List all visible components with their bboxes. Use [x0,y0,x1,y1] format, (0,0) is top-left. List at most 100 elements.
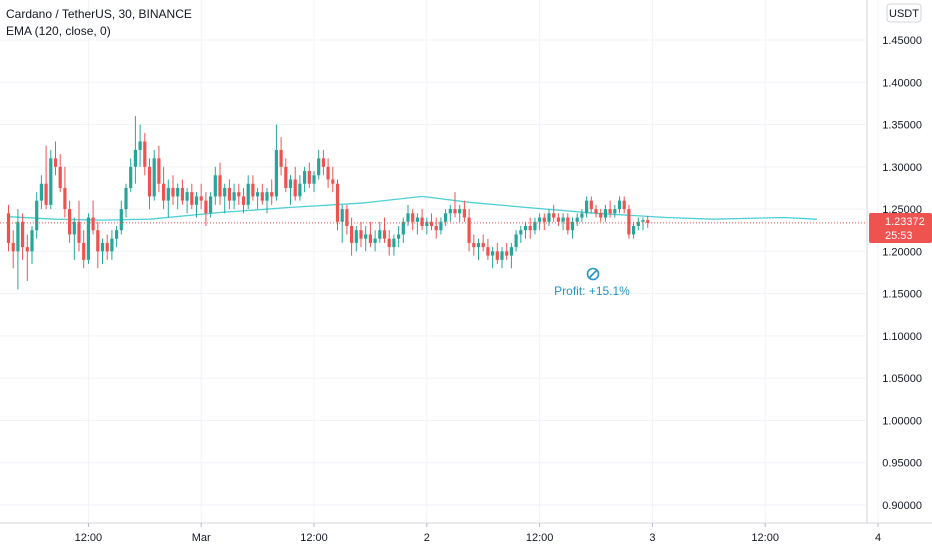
candle-body [133,149,137,167]
candle [166,179,170,218]
candle [556,213,560,226]
candle [72,217,76,260]
candle [613,204,617,218]
candle [345,204,349,235]
candle-body [429,221,434,226]
candle [110,230,114,260]
current-price-tag: 1.23372 25:53 [869,213,932,243]
candle-body [147,166,152,197]
candle-body [91,217,95,231]
candle [143,133,147,176]
candle-body [331,179,335,184]
candle-body [345,209,349,226]
candle [185,187,189,214]
candle-body [317,158,321,176]
candle-body [397,234,401,239]
candle-body [505,251,509,256]
candle-body [227,187,231,201]
candle-body [162,183,166,201]
candle [425,217,429,235]
candle-body [11,242,15,252]
candle [444,209,448,226]
candle-body [16,221,20,252]
candle-body [500,251,504,260]
candle [585,196,589,218]
candle [241,187,246,214]
candle [124,183,128,218]
grid [0,0,879,522]
candle [190,183,194,210]
candle-body [406,213,410,222]
candle-body [82,242,86,260]
candle-body [298,183,302,197]
candle-body [641,220,645,222]
candle-body [382,230,387,239]
symbol-legend[interactable]: Cardano / TetherUS, 30, BINANCE [6,7,192,21]
candle-body [387,238,391,248]
candle [636,217,640,231]
candle [491,247,495,269]
candle-body [373,238,377,243]
candle-body [552,213,556,218]
candle-body [152,158,156,197]
candle [453,192,457,218]
price-axis[interactable]: 1.450001.400001.350001.300001.250001.200… [882,35,922,512]
candle-body [570,221,575,231]
candle [542,213,546,231]
candle-body [411,213,415,222]
candle [603,204,607,222]
candle [25,234,29,281]
candle-body [157,158,161,184]
candle-body [279,149,283,167]
candle [246,175,250,210]
candle-body [458,209,462,214]
candle-body [613,209,617,214]
candle [509,242,513,269]
candle-body [232,192,236,201]
candle-body [68,209,72,235]
candle [331,166,335,193]
bar-countdown: 25:53 [885,230,913,242]
candle-body [194,196,199,205]
candle [199,183,203,210]
candle-body [627,209,631,235]
candle [39,175,43,210]
time-axis[interactable]: 12:00 Mar 12:00 2 12:00 3 12:00 4 [75,523,881,544]
candle [373,230,377,252]
candle [495,242,499,265]
candle [44,145,48,210]
candle [180,179,184,205]
candle [500,247,504,269]
candle [307,162,311,188]
no-entry-icon [586,267,600,281]
candle [481,234,485,252]
price-tick-label: 0.95000 [882,458,922,470]
candle-body [434,226,438,231]
candle [105,234,109,260]
candle [162,166,166,210]
candle [392,234,396,256]
candle-body [312,175,316,184]
candle-body [335,183,340,222]
candle [138,124,142,167]
candle [575,213,579,226]
profit-annotation[interactable]: Profit: +15.1% [554,267,630,299]
price-tick-label: 1.15000 [882,289,922,301]
candle-body [326,166,330,180]
candle-body [462,209,466,218]
candle [293,166,297,201]
candle [594,204,598,218]
candle [227,179,231,210]
candle-body [251,183,255,197]
candle [519,226,523,243]
indicator-legend[interactable]: EMA (120, close, 0) [6,24,111,38]
candle-body [509,247,513,256]
candle [646,215,650,228]
candle-body [30,230,34,252]
candle-body [321,158,325,167]
candle-body [415,217,419,222]
currency-unit-box[interactable]: USDT [886,3,922,23]
candle-body [223,187,227,197]
